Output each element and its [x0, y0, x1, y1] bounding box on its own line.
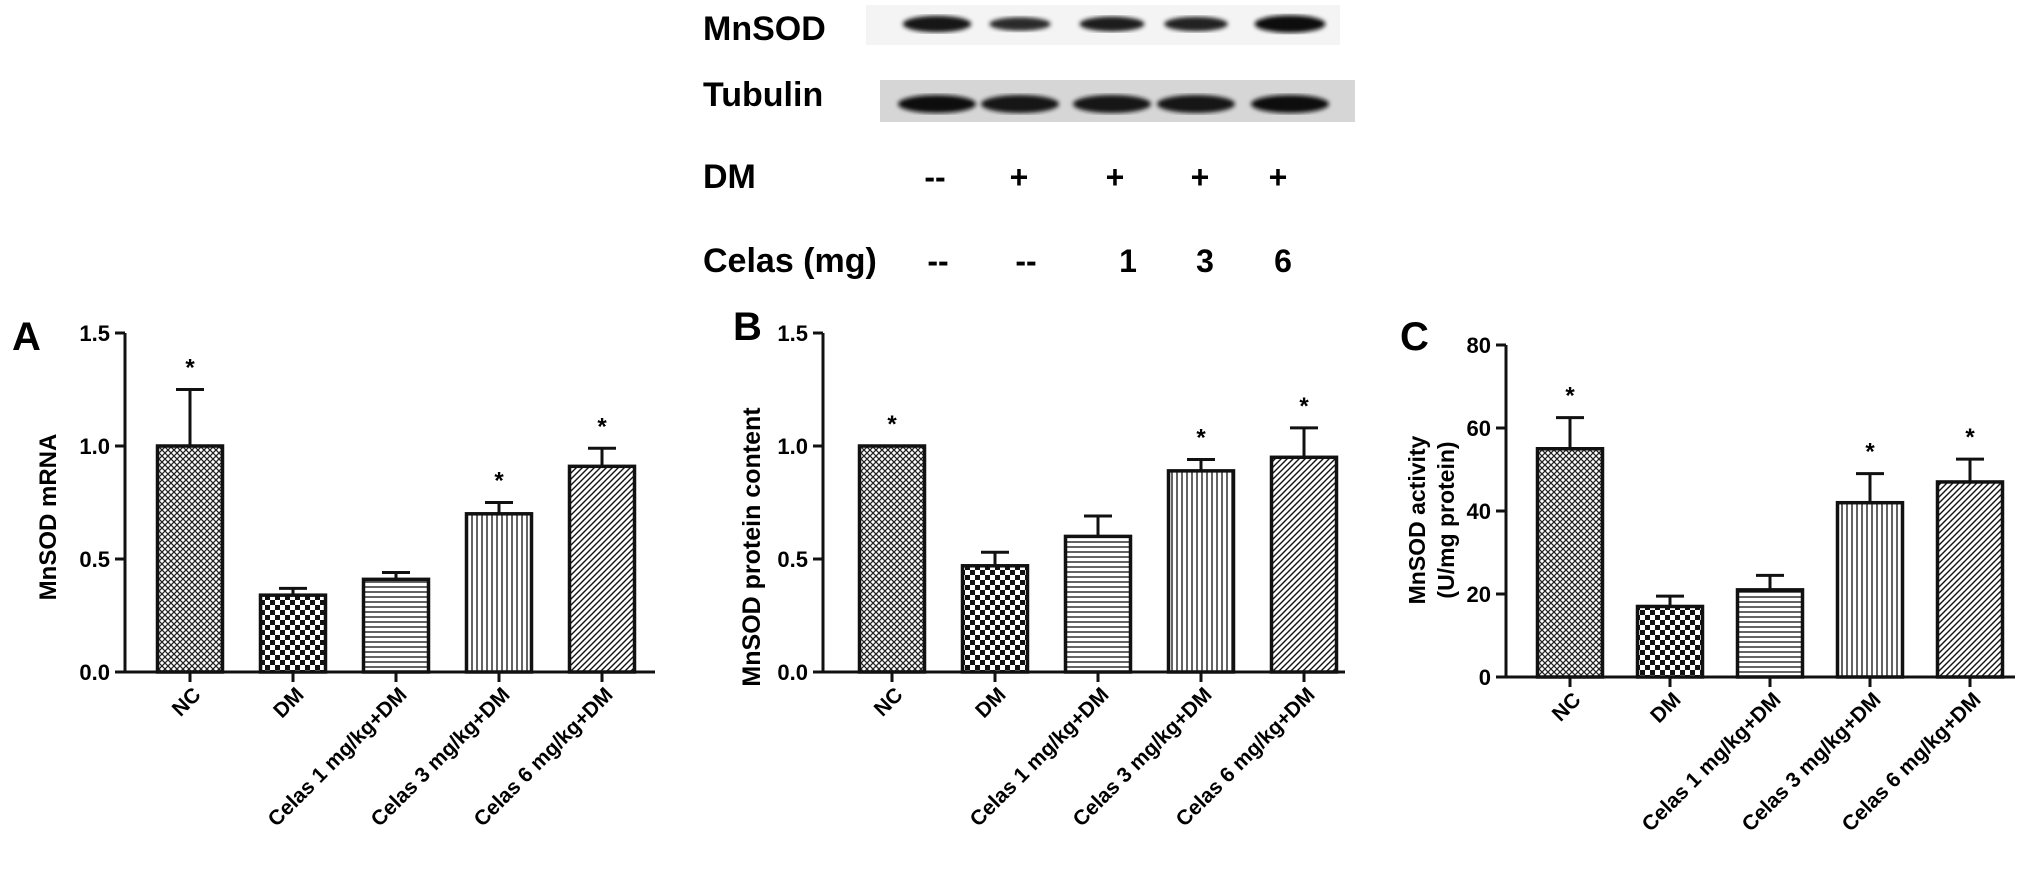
- y-tick-label: 1.5: [79, 321, 110, 346]
- x-category-label-1: NC: [1548, 688, 1586, 726]
- panel-c-label: C: [1400, 315, 1429, 359]
- mnsod-band-lane-4: [1164, 16, 1228, 32]
- y-tick-label: 60: [1467, 416, 1491, 441]
- bar-2: [960, 564, 1030, 674]
- y-tick-label: 40: [1467, 499, 1491, 524]
- dm-value-lane-4: +: [1191, 159, 1210, 195]
- celas-value-lane-4: 3: [1196, 243, 1214, 279]
- blot-row-label-mnsod: MnSOD: [703, 10, 826, 48]
- panel-b-chart: B MnSOD protein content 0.0 0.5 1.0 1.5 * NC D…: [733, 305, 1345, 831]
- bar-5: [1269, 455, 1339, 674]
- tubulin-band-lane-4: [1157, 95, 1235, 113]
- y-tick-label: 0.5: [777, 547, 808, 572]
- bar-4: [464, 512, 534, 674]
- bar-1: [857, 444, 927, 674]
- x-category-label-1: NC: [168, 683, 206, 721]
- bar-1: [155, 444, 225, 674]
- bar-1: [1535, 447, 1605, 679]
- x-category-label-2: DM: [269, 683, 308, 722]
- y-tick-label: 0: [1479, 665, 1491, 690]
- bar-4: [1835, 500, 1905, 679]
- mnsod-band-lane-5: [1254, 15, 1326, 33]
- dm-value-lane-2: +: [1010, 159, 1029, 195]
- panel-b-label: B: [733, 305, 762, 349]
- panel-a-label: A: [12, 315, 41, 359]
- y-tick-label: 0.0: [79, 660, 110, 685]
- y-tick-label: 0.5: [79, 547, 110, 572]
- panel-c-y-axis-unit: (U/mg protein): [1433, 441, 1459, 598]
- mnsod-band-lane-3: [1079, 16, 1145, 32]
- dm-value-lane-5: +: [1269, 159, 1288, 195]
- bar-2: [1635, 604, 1705, 679]
- celas-value-lane-5: 6: [1274, 243, 1292, 279]
- blot-row-label-tubulin: Tubulin: [703, 76, 823, 114]
- significance-star-5: *: [1965, 424, 1975, 451]
- y-tick-label: 0.0: [777, 660, 808, 685]
- x-category-label-1: NC: [870, 683, 908, 721]
- significance-star-4: *: [1865, 439, 1875, 466]
- significance-star-5: *: [1299, 393, 1309, 420]
- significance-star-5: *: [597, 413, 607, 440]
- bar-5: [1935, 480, 2005, 679]
- celas-value-lane-2: --: [1015, 243, 1036, 279]
- bar-2: [258, 593, 328, 674]
- significance-star-4: *: [494, 468, 504, 495]
- celas-value-lane-3: 1: [1119, 243, 1137, 279]
- treatment-label-celas: Celas (mg): [703, 242, 877, 280]
- y-tick-label: 80: [1467, 333, 1491, 358]
- tubulin-band-lane-2: [981, 95, 1059, 113]
- significance-star-1: *: [185, 355, 195, 382]
- x-category-label-2: DM: [971, 683, 1010, 722]
- y-tick-label: 1.0: [777, 434, 808, 459]
- tubulin-band-lane-1: [898, 95, 976, 113]
- dm-treatment-values: -- + + + +: [924, 159, 1287, 195]
- panel-c-chart: C MnSOD activity (U/mg protein) 0 20 40 60 8…: [1400, 315, 2015, 836]
- bar-3: [361, 577, 431, 674]
- tubulin-bands: [898, 95, 1329, 113]
- dm-value-lane-1: --: [924, 159, 945, 195]
- mnsod-bands: [902, 15, 1326, 33]
- y-tick-label: 20: [1467, 582, 1491, 607]
- bar-4: [1166, 469, 1236, 674]
- tubulin-band-lane-5: [1251, 95, 1329, 113]
- tubulin-band-lane-3: [1073, 95, 1151, 113]
- celas-treatment-values: -- -- 1 3 6: [927, 243, 1292, 279]
- mnsod-band-lane-1: [902, 15, 972, 33]
- significance-star-1: *: [887, 411, 897, 438]
- significance-star-4: *: [1196, 425, 1206, 452]
- bar-3: [1063, 534, 1133, 674]
- y-tick-label: 1.0: [79, 434, 110, 459]
- bar-5: [567, 464, 637, 674]
- y-tick-label: 1.5: [777, 321, 808, 346]
- dm-value-lane-3: +: [1106, 159, 1125, 195]
- mnsod-band-lane-2: [989, 17, 1051, 31]
- panel-a-y-axis-label: MnSOD mRNA: [35, 434, 62, 601]
- x-category-label-2: DM: [1646, 688, 1685, 727]
- significance-star-1: *: [1565, 383, 1575, 410]
- panel-b-y-axis-label: MnSOD protein content: [738, 407, 766, 687]
- panel-c-y-axis-label: MnSOD activity: [1404, 435, 1430, 604]
- bar-3: [1735, 588, 1805, 679]
- western-blot: MnSOD Tubulin DM Celas (mg) -- + + + + -…: [703, 5, 1355, 280]
- celas-value-lane-1: --: [927, 243, 948, 279]
- treatment-label-dm: DM: [703, 158, 756, 196]
